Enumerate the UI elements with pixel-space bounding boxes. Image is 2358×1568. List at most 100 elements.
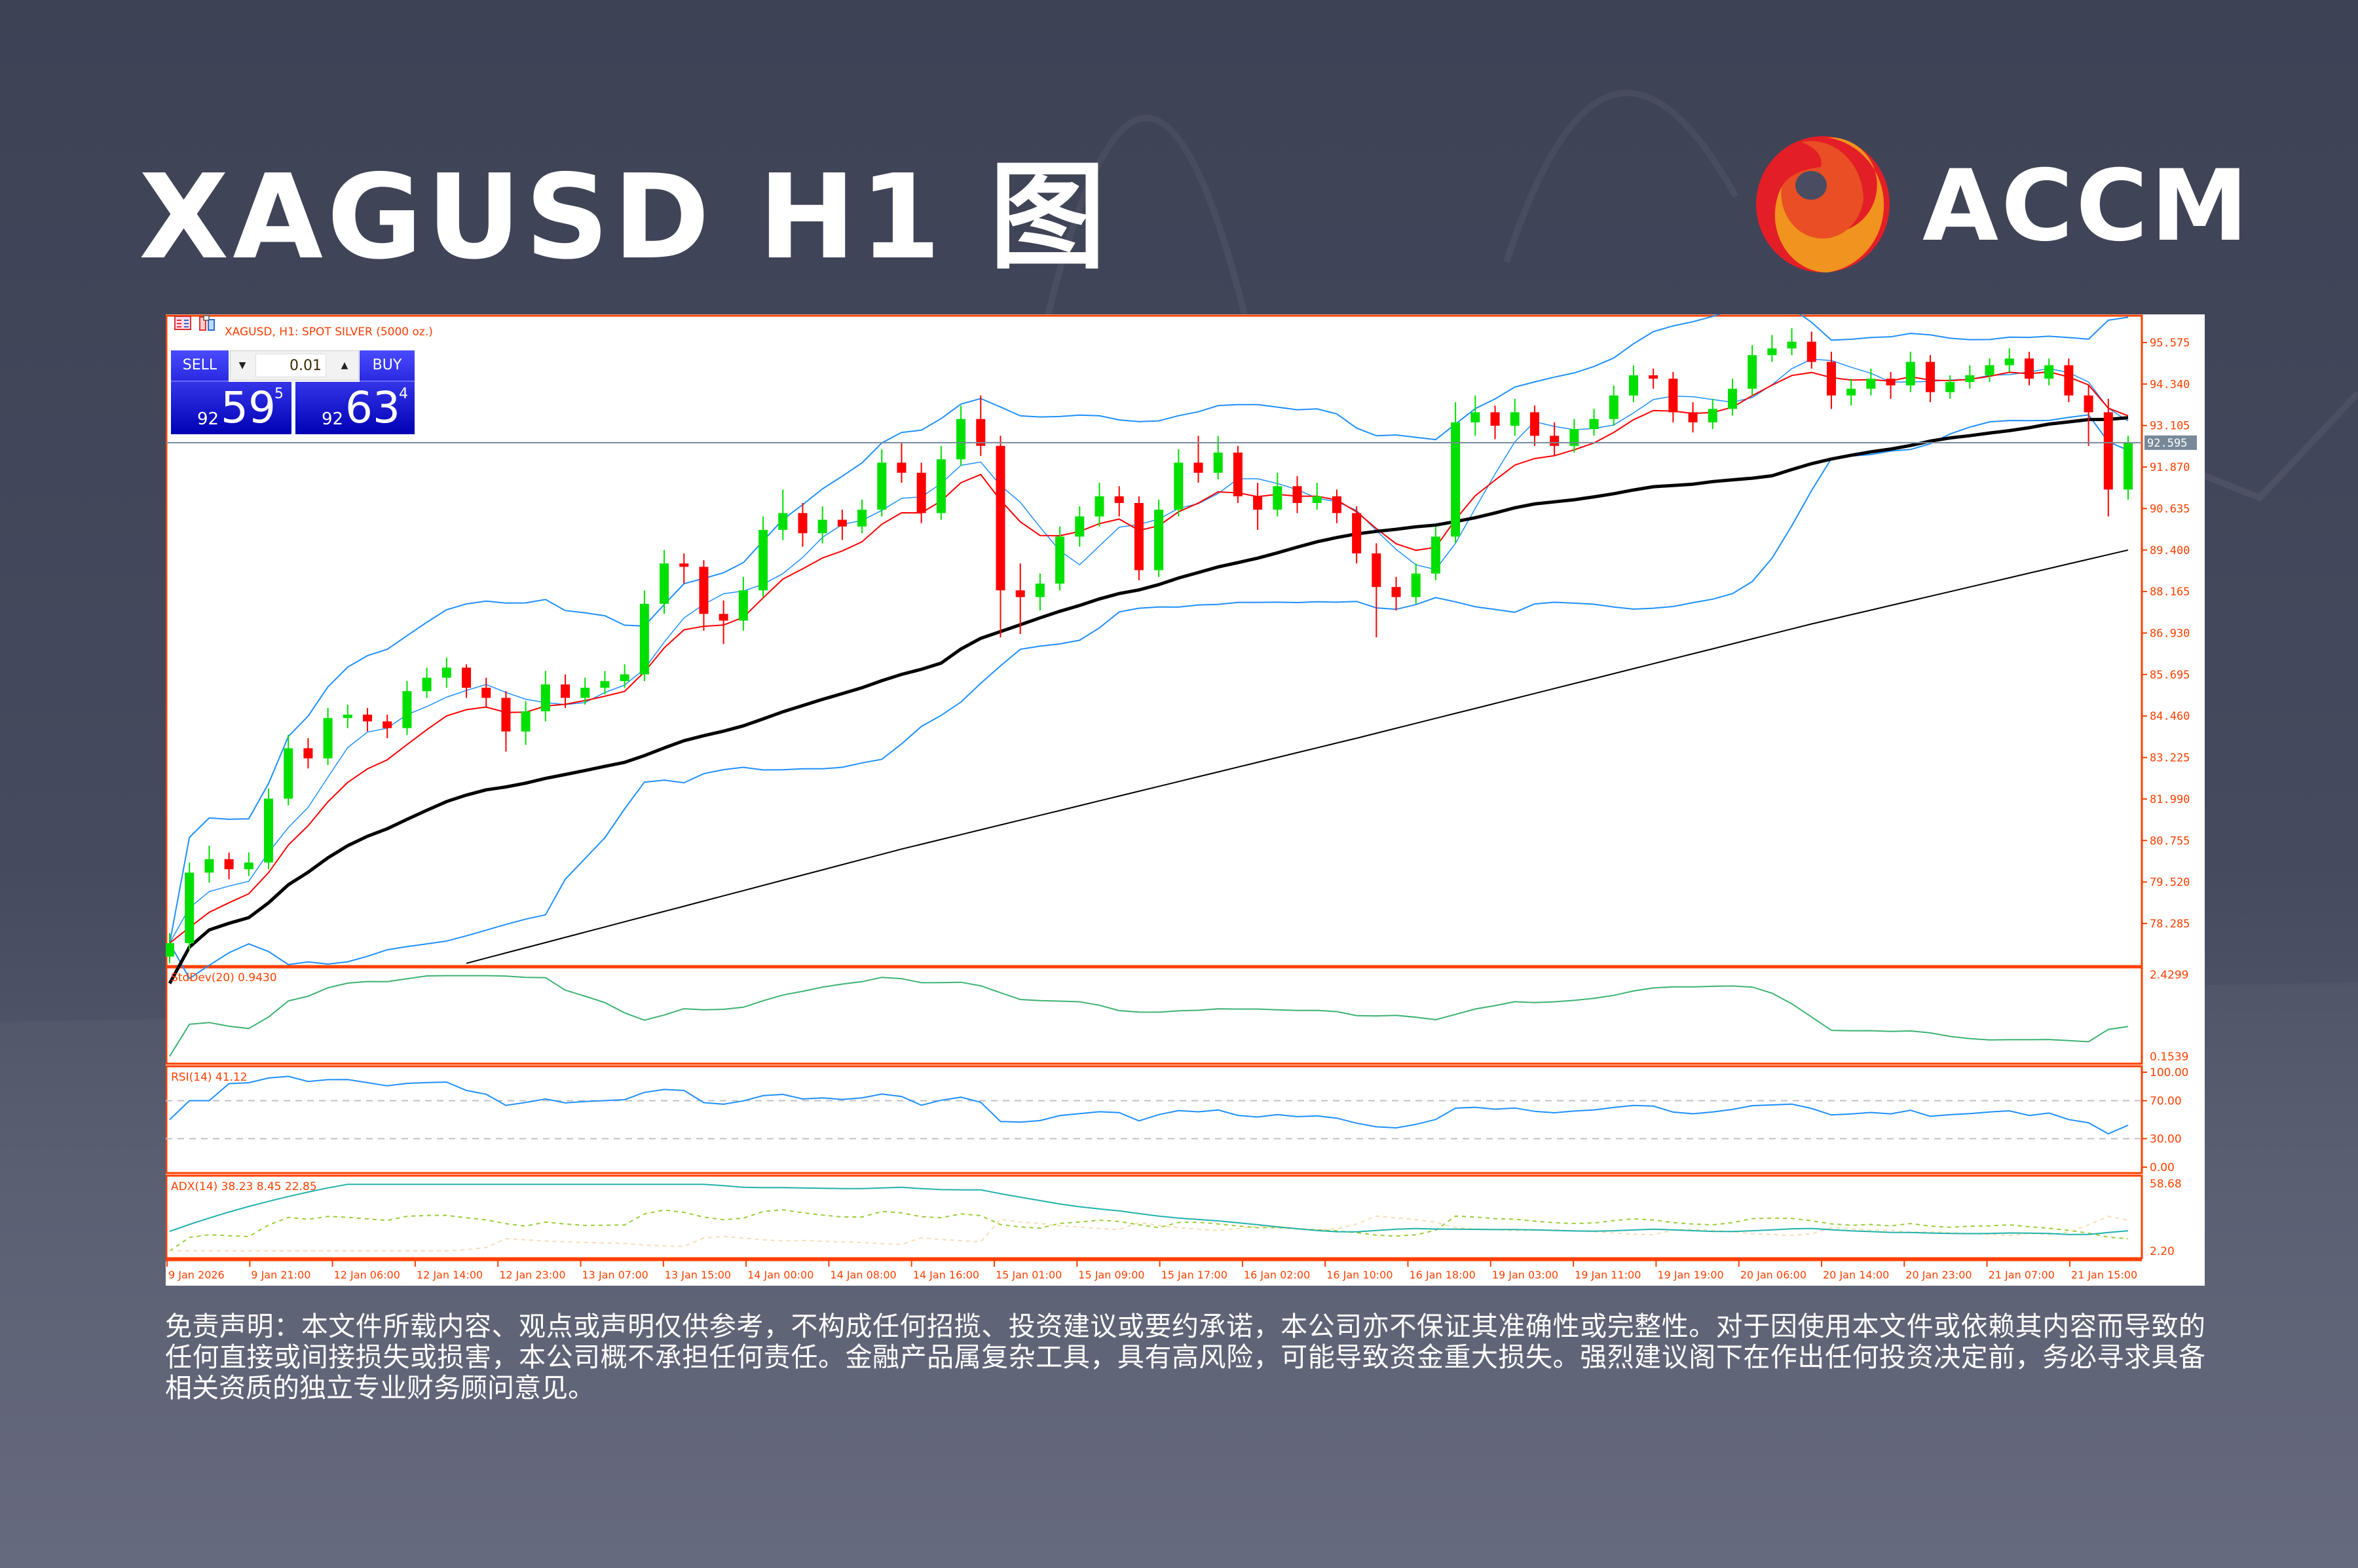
candle-body [1470,412,1480,422]
candle-body [383,721,392,728]
candle-body [1826,362,1836,396]
candle-body [1015,590,1025,597]
price-tick-label: 85.695 [2150,669,2190,682]
price-tick-label: 78.285 [2150,918,2190,931]
candle-body [1154,510,1164,570]
candle-body [2103,412,2113,490]
stddev-label: StdDev(20) 0.9430 [171,971,277,984]
time-label: 20 Jan 23:00 [1905,1269,1972,1281]
candle-body [956,419,966,460]
candle-body [363,715,373,722]
price-tick-label: 91.870 [2150,461,2190,474]
price-tick-label: 93.105 [2150,420,2190,433]
adx-tick-label: 2.20 [2150,1245,2175,1258]
candle-body [540,684,550,712]
candle-body [660,563,669,604]
candle-body [1332,496,1341,513]
candle-body [1806,341,1816,362]
long-moving-average [466,549,2129,964]
bollinger-middle-band [169,358,2129,944]
time-label: 9 Jan 21:00 [251,1269,310,1281]
candle-body [1846,388,1856,396]
lot-size-input[interactable]: 0.01 [255,354,326,377]
candle-body [1985,365,1994,376]
rsi-tick-label: 0.00 [2150,1161,2175,1174]
buy-price-button[interactable]: 92 63 4 [295,382,415,434]
time-label: 20 Jan 14:00 [1823,1269,1889,1281]
candle-body [402,691,412,728]
candle-body [2084,395,2093,413]
candle-body [323,718,333,758]
candle-body [343,715,352,719]
candle-body [1193,462,1203,473]
rsi-tick-label: 30.00 [2150,1133,2182,1146]
price-tick-label: 95.575 [2150,337,2190,350]
bollinger-lower-band [169,414,2129,980]
sell-price-button[interactable]: 92 59 5 [171,382,291,434]
candle-body [798,513,808,534]
candle-body [1748,355,1757,389]
time-label: 19 Jan 03:00 [1492,1269,1558,1281]
candle-body [244,862,253,870]
time-label: 21 Jan 15:00 [2071,1269,2137,1281]
candle-body [1727,388,1737,409]
disclaimer-text: 免责声明：本文件所载内容、观点或声明仅供参考，不构成任何招揽、投资建议或要约承诺… [165,1311,2205,1404]
candle-body [837,519,847,527]
time-label: 14 Jan 08:00 [830,1269,896,1281]
pane-border [166,966,2143,1065]
time-label: 12 Jan 14:00 [417,1269,483,1281]
candle-body [481,688,491,698]
candle-body [897,462,907,473]
price-tick-label: 79.520 [2150,876,2190,889]
sell-price-sup: 5 [274,386,284,402]
current-price-label-bg [2144,435,2197,450]
rsi-label: RSI(14) 41.12 [171,1071,248,1084]
candle-body [1273,486,1282,510]
candle-body [1490,412,1500,426]
one-click-trading-icon[interactable] [174,314,191,331]
candle-body [600,681,610,688]
candle-body [1628,375,1638,396]
lot-increase-arrow-icon[interactable]: ▲ [341,360,348,371]
candle-body [857,510,867,527]
time-label: 19 Jan 11:00 [1575,1269,1641,1281]
candle-body [719,614,728,621]
one-click-trade-panel: SELL ▼ 0.01 ▲ BUY 92 59 5 92 63 4 [171,350,415,434]
accm-logo-mark [1756,136,1890,273]
time-label: 9 Jan 2026 [168,1269,225,1281]
buy-button[interactable]: BUY [360,350,415,382]
chart-symbol-title: XAGUSD, H1: SPOT SILVER (5000 oz.) [225,326,433,339]
price-chart[interactable]: 95.575 94.340 93.105 91.870 90.635 89.400 88.1… [166,314,2205,1286]
candle-body [778,513,788,530]
chart-window[interactable]: 95.575 94.340 93.105 91.870 90.635 89.400 88.1… [166,314,2205,1286]
candle-body [1312,496,1322,503]
candle-body [303,748,313,758]
chart-properties-icon[interactable] [198,314,215,331]
candle-body [166,943,174,957]
candle-body [1866,379,1876,389]
price-tick-label: 80.755 [2150,834,2190,848]
lot-size-stepper[interactable]: ▼ 0.01 ▲ [230,350,359,381]
candle-body [2124,442,2133,490]
rsi-tick-label: 100.00 [2150,1066,2188,1079]
candle-body [1391,587,1401,597]
candle-body [1213,453,1223,473]
lot-decrease-arrow-icon[interactable]: ▼ [238,360,246,371]
sell-button[interactable]: SELL [171,350,229,382]
price-tick-label: 81.990 [2150,793,2190,806]
candle-body [1253,496,1263,510]
candle-body [1352,513,1362,553]
candle-body [699,567,709,614]
candle-body [284,748,293,799]
stddev-line [169,975,2129,1057]
time-label: 15 Jan 17:00 [1161,1269,1227,1281]
candle-body [738,590,748,621]
adx-line [169,1184,2129,1235]
time-label: 16 Jan 10:00 [1326,1269,1393,1281]
candle-body [1035,584,1045,597]
candle-body [1233,453,1243,496]
adx-label: ADX(14) 38.23 8.45 22.85 [171,1180,317,1193]
time-label: 16 Jan 18:00 [1410,1269,1476,1281]
candle-body [1095,496,1104,517]
time-label: 15 Jan 09:00 [1078,1269,1144,1281]
